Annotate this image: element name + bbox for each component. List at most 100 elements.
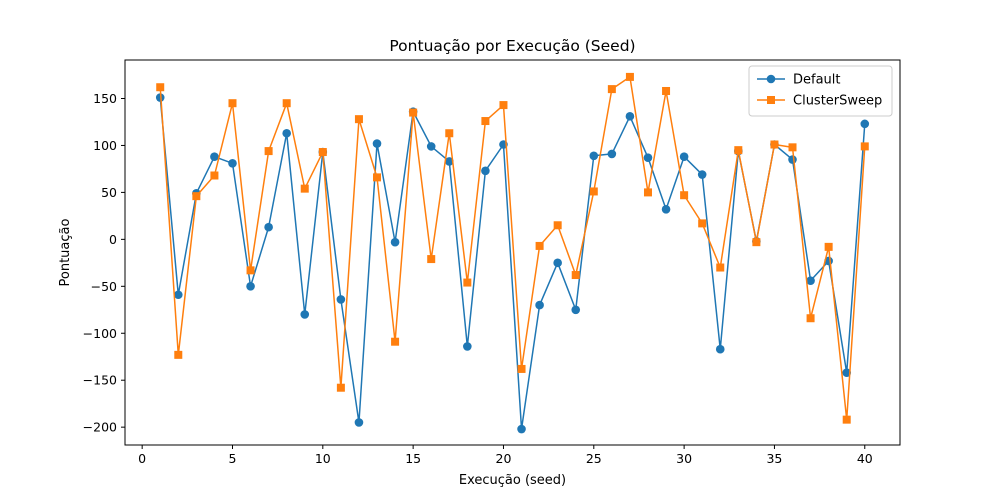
data-point (173, 290, 183, 300)
data-point (427, 255, 436, 264)
data-point (282, 128, 291, 138)
data-point (589, 187, 598, 196)
y-axis-label: Pontuação (58, 218, 73, 286)
data-point (499, 101, 508, 110)
data-point (806, 314, 815, 323)
x-tick-label: 25 (586, 451, 602, 466)
chart-title: Pontuação por Execução (Seed) (389, 37, 635, 55)
data-point (697, 170, 707, 179)
data-point (390, 237, 400, 247)
data-point (354, 115, 363, 124)
data-point (625, 112, 635, 121)
data-point (571, 271, 580, 280)
y-tick-label: 0 (109, 232, 117, 247)
data-point (354, 418, 364, 427)
data-point (463, 342, 472, 351)
data-point (481, 166, 490, 176)
data-point (444, 157, 454, 166)
data-point (770, 140, 779, 149)
data-point (210, 171, 219, 180)
x-tick-label: 5 (229, 451, 237, 466)
legend-label: ClusterSweep (793, 94, 882, 109)
data-point (336, 383, 345, 392)
data-point (788, 143, 797, 152)
data-point (734, 146, 743, 155)
y-tick-label: −200 (83, 420, 117, 435)
data-point (409, 108, 418, 117)
y-tick-label: −100 (83, 326, 117, 341)
data-point (228, 99, 237, 108)
x-axis: 0 5 10 15 20 25 30 35 40 (138, 445, 873, 466)
x-tick-label: 15 (405, 451, 421, 466)
data-point (589, 151, 599, 161)
data-point (698, 219, 707, 228)
data-point (806, 276, 815, 285)
data-point (553, 258, 562, 268)
data-point (445, 129, 454, 138)
data-point (373, 173, 382, 182)
data-point (246, 282, 255, 291)
data-point (607, 85, 616, 94)
data-point (662, 86, 671, 95)
x-tick-label: 35 (766, 451, 782, 466)
data-point (643, 153, 653, 162)
data-point (210, 152, 219, 162)
data-point (228, 158, 237, 168)
plot-frame (124, 59, 901, 446)
data-point (535, 300, 544, 310)
y-tick-label: −150 (83, 373, 117, 388)
y-tick-label: 50 (101, 185, 117, 200)
legend: Default ClusterSweep (748, 65, 893, 117)
data-point (426, 142, 436, 151)
data-point (679, 152, 689, 162)
data-point (842, 368, 852, 377)
data-point (842, 415, 851, 424)
series-default (155, 93, 870, 434)
data-point (391, 337, 400, 346)
data-point (282, 99, 291, 108)
legend-marker (767, 96, 775, 104)
legend-entry: Default (757, 73, 841, 88)
series-line-clustersweep (159, 76, 866, 421)
data-point (336, 295, 346, 304)
data-point (643, 188, 652, 197)
data-point (264, 147, 273, 156)
series-layer (155, 72, 870, 434)
data-point (481, 117, 490, 126)
data-point (680, 191, 689, 200)
data-point (174, 350, 183, 359)
x-tick-label: 40 (857, 451, 873, 466)
data-point (715, 344, 725, 354)
data-point (661, 205, 671, 214)
y-tick-label: 150 (93, 91, 117, 106)
data-point (517, 424, 526, 434)
data-point (571, 305, 581, 315)
data-point (192, 192, 201, 201)
data-point (860, 119, 870, 129)
x-tick-label: 0 (138, 451, 146, 466)
series-clustersweep (156, 72, 869, 424)
data-point (752, 238, 761, 247)
data-point (318, 148, 327, 157)
data-point (300, 310, 310, 319)
legend-label: Default (793, 73, 841, 88)
data-point (535, 241, 544, 250)
data-point (156, 83, 165, 92)
x-tick-label: 30 (676, 451, 692, 466)
data-point (517, 364, 526, 373)
legend-marker (766, 74, 776, 84)
data-point (264, 222, 273, 232)
data-point (716, 263, 725, 272)
data-point (607, 149, 617, 159)
data-point (463, 278, 472, 287)
data-point (372, 139, 382, 148)
x-tick-label: 10 (315, 451, 331, 466)
y-tick-label: −50 (91, 279, 117, 294)
data-point (246, 266, 255, 275)
y-axis: −200 −150 −100 −50 0 50 100 150 (83, 91, 125, 435)
data-point (553, 221, 562, 230)
y-tick-label: 100 (93, 138, 117, 153)
data-point (625, 72, 634, 81)
legend-entry: ClusterSweep (757, 94, 882, 109)
